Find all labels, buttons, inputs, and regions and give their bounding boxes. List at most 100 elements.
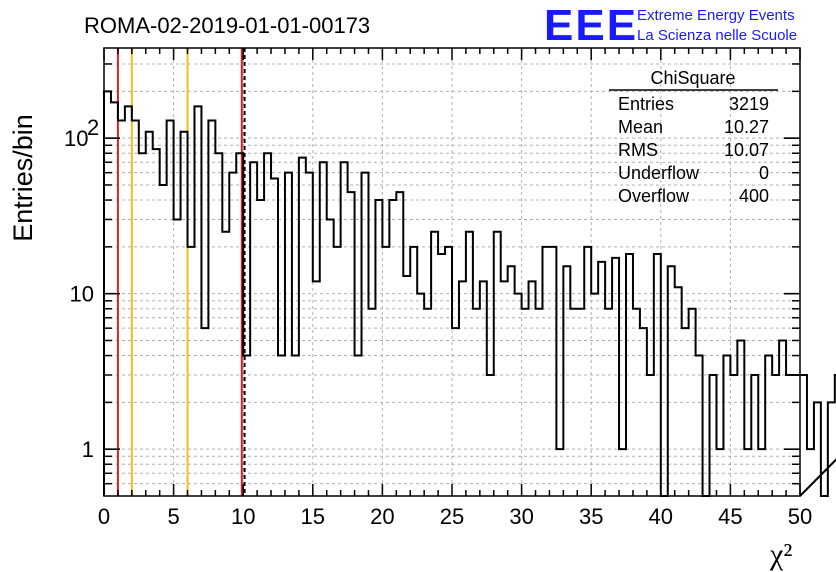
x-tick-label: 15 [301,504,325,529]
histogram-bin [542,247,549,496]
histogram-bin [807,449,814,496]
x-tick-labels: 0 5 10 15 20 25 30 35 40 45 50 [98,504,812,529]
histogram-bin [111,102,118,496]
histogram-bin [459,281,466,496]
histogram-bin [515,294,522,496]
histogram-bin [591,294,598,496]
histogram-bin [529,281,536,496]
histogram-bin [264,153,271,496]
stats-label: Entries [618,94,674,114]
histogram-bin [612,258,619,496]
stats-label: Overflow [618,186,690,206]
histogram-bin [229,173,236,496]
histogram-bin [146,132,153,496]
histogram-bin [445,247,452,496]
histogram-bin [271,179,278,496]
stats-value: 3219 [729,94,769,114]
histogram-bin [765,356,772,496]
x-axis-label: χ² [769,538,792,571]
histogram-bin [403,276,410,496]
histogram-bin [153,149,160,496]
histogram [103,90,836,497]
histogram-bin [215,153,222,496]
logo-line1: Extreme Energy Events [637,7,795,24]
histogram-bin [549,247,556,496]
histogram-bin [522,309,529,496]
histogram-bin [487,375,494,496]
histogram-bin [793,375,800,496]
histogram-bin [758,449,765,496]
histogram-bin [278,356,285,496]
histogram-bin [654,254,661,496]
x-tick-label: 5 [167,504,179,529]
histogram-bin [772,375,779,496]
histogram-bin [243,356,250,496]
histogram-bin [431,232,438,496]
axis-ticks [103,48,801,496]
stats-label: Underflow [618,163,700,183]
histogram-bin [716,449,723,496]
x-tick-label: 50 [788,504,812,529]
stats-value: 400 [739,186,769,206]
histogram-bin [744,449,751,496]
histogram-bin [570,309,577,496]
y-tick-label: 1 [82,437,94,462]
histogram-bin [222,232,229,496]
histogram-bin [194,106,201,496]
stats-label: RMS [618,140,658,160]
histogram-bin [167,120,174,496]
histogram-bin [723,356,730,496]
histogram-bin [250,162,257,496]
histogram-bin [577,309,584,496]
logo-main-text: EEE [544,1,638,50]
logo: EEE Extreme Energy Events La Scienza nel… [544,1,797,50]
x-tick-label: 40 [649,504,673,529]
histogram-bin [452,328,459,496]
histogram-bin [556,449,563,496]
histogram-bin [181,132,188,496]
stats-value: 10.27 [724,117,769,137]
histogram-bin [605,309,612,496]
histogram-bin [236,153,243,496]
histogram-bin [355,356,362,496]
x-tick-label: 45 [718,504,742,529]
histogram-bin [779,340,786,496]
histogram-bin [320,162,327,496]
histogram-bin [626,254,633,496]
histogram-bin [494,232,501,496]
histogram-bin [668,266,675,496]
histogram-bin [438,254,445,496]
histogram-bin [201,328,208,496]
histogram-bin [139,153,146,496]
histogram-bin [480,281,487,496]
histogram-bin [417,294,424,496]
histogram-bin [313,281,320,496]
histogram-bin [125,106,132,496]
histogram-bin [682,328,689,496]
histogram-bin [208,120,215,496]
histogram-bin [536,309,543,496]
histogram-bin [786,375,793,496]
x-tick-label: 10 [231,504,255,529]
histogram-bin [362,173,369,496]
y-tick-label: 10 [64,126,88,151]
stats-value: 0 [759,163,769,183]
x-tick-label: 35 [579,504,603,529]
histogram-bin [410,247,417,496]
y-tick-label: 10 [70,282,94,307]
logo-line2: La Scienza nelle Scuole [637,27,797,44]
histogram-bin [640,328,647,496]
stats-value: 10.07 [724,140,769,160]
histogram-bin [675,287,682,496]
histogram-bin [396,192,403,496]
histogram-bin [800,375,807,496]
histogram-bin [508,266,515,496]
histogram-bin [563,266,570,496]
histogram-bin [828,402,835,496]
stats-box: ChiSquare Entries 3219 Mean 10.27 RMS 10.07 Un… [609,68,778,206]
y-tick-label-exponent: 2 [87,115,99,140]
histogram-bin [334,247,341,496]
histogram-bin [285,173,292,496]
